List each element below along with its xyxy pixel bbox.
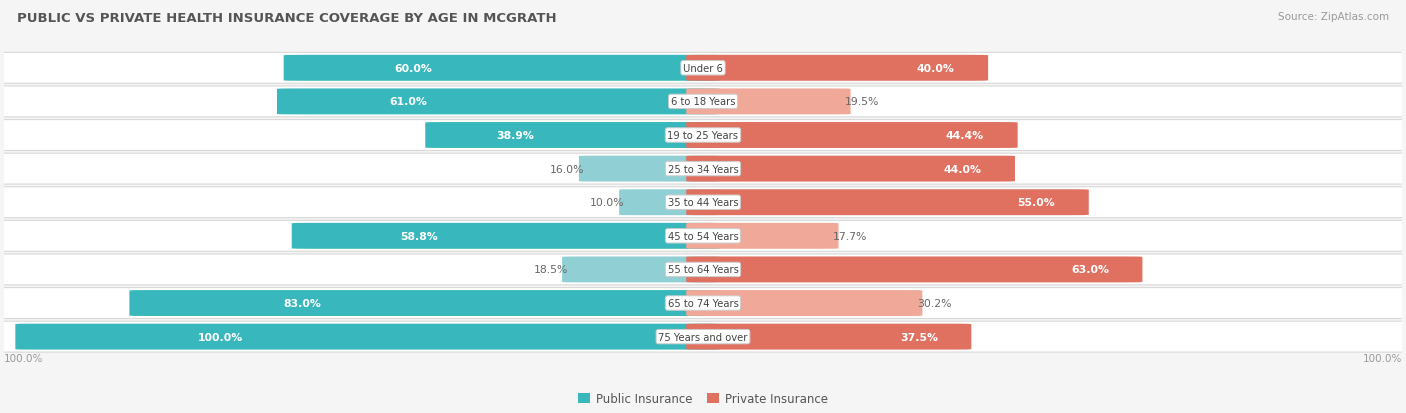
Text: PUBLIC VS PRIVATE HEALTH INSURANCE COVERAGE BY AGE IN MCGRATH: PUBLIC VS PRIVATE HEALTH INSURANCE COVER… <box>17 12 557 25</box>
Text: 30.2%: 30.2% <box>917 298 952 308</box>
Text: 17.7%: 17.7% <box>832 231 868 241</box>
FancyBboxPatch shape <box>0 221 1406 252</box>
Text: 55.0%: 55.0% <box>1018 198 1056 208</box>
FancyBboxPatch shape <box>0 288 1406 319</box>
FancyBboxPatch shape <box>425 123 720 149</box>
FancyBboxPatch shape <box>686 123 1018 149</box>
Text: 18.5%: 18.5% <box>533 265 568 275</box>
Text: 63.0%: 63.0% <box>1071 265 1109 275</box>
FancyBboxPatch shape <box>15 324 720 350</box>
Text: 44.4%: 44.4% <box>946 131 984 141</box>
FancyBboxPatch shape <box>129 290 720 316</box>
Text: 35 to 44 Years: 35 to 44 Years <box>668 198 738 208</box>
Text: 25 to 34 Years: 25 to 34 Years <box>668 164 738 174</box>
FancyBboxPatch shape <box>686 290 922 316</box>
Text: 100.0%: 100.0% <box>4 354 44 363</box>
FancyBboxPatch shape <box>579 156 720 182</box>
Text: 100.0%: 100.0% <box>197 332 243 342</box>
FancyBboxPatch shape <box>292 223 720 249</box>
Text: 55 to 64 Years: 55 to 64 Years <box>668 265 738 275</box>
Text: 60.0%: 60.0% <box>394 64 432 74</box>
FancyBboxPatch shape <box>0 87 1406 118</box>
FancyBboxPatch shape <box>0 120 1406 151</box>
FancyBboxPatch shape <box>686 223 838 249</box>
FancyBboxPatch shape <box>686 56 988 81</box>
FancyBboxPatch shape <box>562 257 720 283</box>
FancyBboxPatch shape <box>619 190 720 216</box>
Text: 61.0%: 61.0% <box>389 97 427 107</box>
Text: 37.5%: 37.5% <box>900 332 938 342</box>
Text: 40.0%: 40.0% <box>917 64 955 74</box>
FancyBboxPatch shape <box>686 89 851 115</box>
Legend: Public Insurance, Private Insurance: Public Insurance, Private Insurance <box>574 388 832 410</box>
FancyBboxPatch shape <box>277 89 720 115</box>
Text: 75 Years and over: 75 Years and over <box>658 332 748 342</box>
FancyBboxPatch shape <box>0 321 1406 352</box>
Text: 65 to 74 Years: 65 to 74 Years <box>668 298 738 308</box>
FancyBboxPatch shape <box>0 154 1406 185</box>
Text: 58.8%: 58.8% <box>401 231 437 241</box>
FancyBboxPatch shape <box>686 156 1015 182</box>
Text: 6 to 18 Years: 6 to 18 Years <box>671 97 735 107</box>
Text: 83.0%: 83.0% <box>283 298 321 308</box>
FancyBboxPatch shape <box>284 56 720 81</box>
Text: 44.0%: 44.0% <box>943 164 981 174</box>
FancyBboxPatch shape <box>0 254 1406 285</box>
Text: 19 to 25 Years: 19 to 25 Years <box>668 131 738 141</box>
Text: 100.0%: 100.0% <box>1362 354 1402 363</box>
Text: 16.0%: 16.0% <box>550 164 585 174</box>
FancyBboxPatch shape <box>686 190 1088 216</box>
FancyBboxPatch shape <box>0 53 1406 84</box>
Text: Source: ZipAtlas.com: Source: ZipAtlas.com <box>1278 12 1389 22</box>
Text: 45 to 54 Years: 45 to 54 Years <box>668 231 738 241</box>
FancyBboxPatch shape <box>686 257 1143 283</box>
Text: 38.9%: 38.9% <box>496 131 534 141</box>
FancyBboxPatch shape <box>0 188 1406 218</box>
FancyBboxPatch shape <box>686 324 972 350</box>
Text: 10.0%: 10.0% <box>591 198 624 208</box>
Text: 19.5%: 19.5% <box>845 97 879 107</box>
Text: Under 6: Under 6 <box>683 64 723 74</box>
